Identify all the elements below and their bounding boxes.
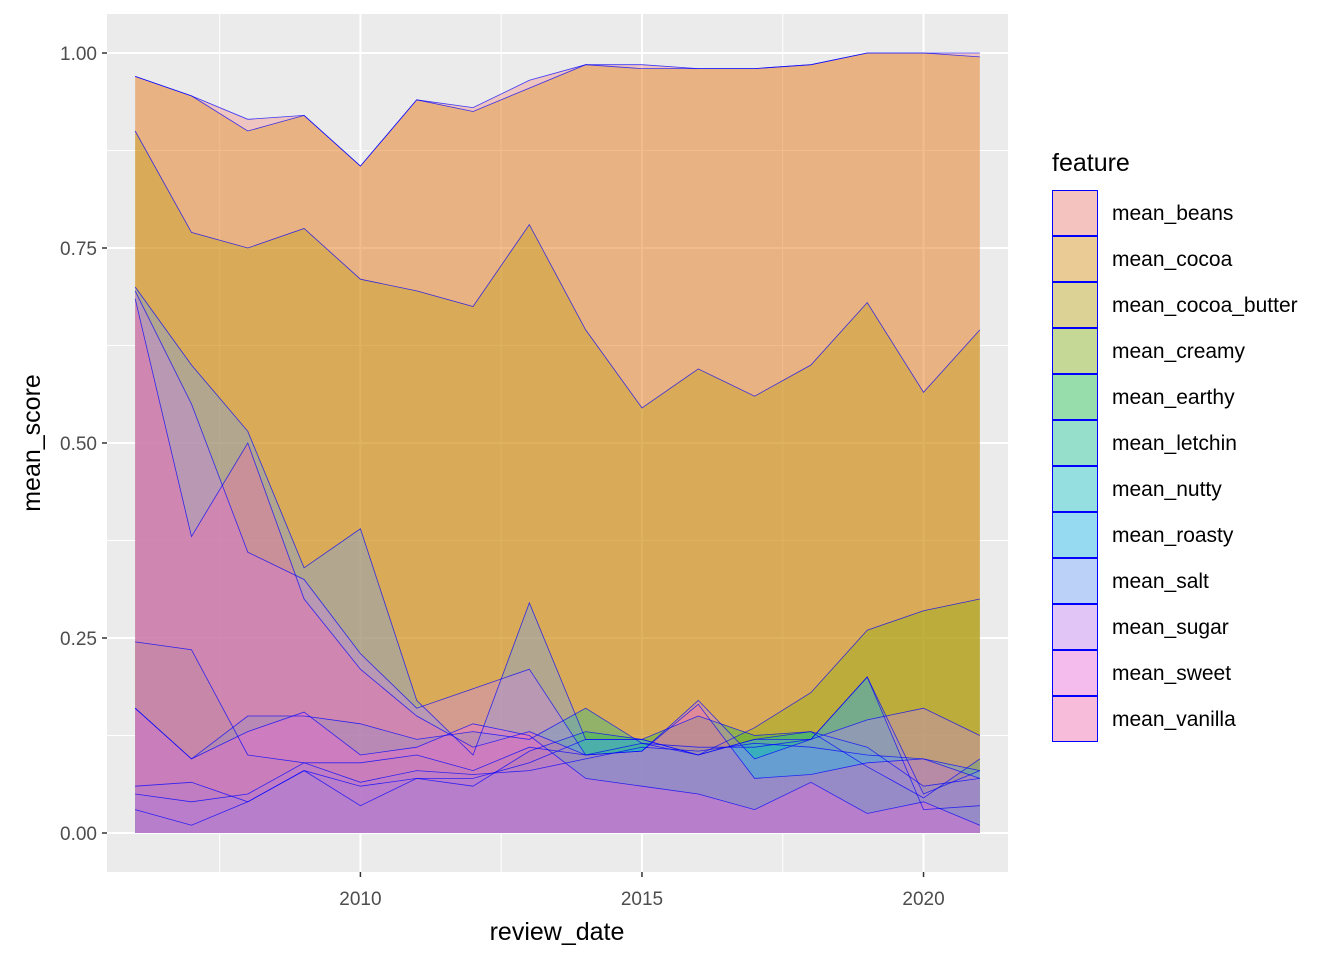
- y-tick-label: 1.00: [60, 44, 97, 65]
- legend-key-bg: [1052, 236, 1098, 282]
- legend-label-mean_sugar: mean_sugar: [1112, 616, 1229, 639]
- legend-key-mean_letchin: [1052, 420, 1098, 466]
- legend-key-bg: [1052, 328, 1098, 374]
- area-mean_cocoa_butter: [135, 131, 980, 833]
- legend-key-bg: [1052, 650, 1098, 696]
- area-mean_salt: [135, 287, 980, 833]
- legend-key-mean_beans: [1052, 190, 1098, 236]
- legend-label-mean_creamy: mean_creamy: [1112, 340, 1246, 363]
- outline-mean_roasty: [135, 742, 980, 803]
- x-tick-label: 2010: [339, 889, 381, 910]
- legend-key-mean_creamy: [1052, 328, 1098, 374]
- legend-key-mean_nutty: [1052, 466, 1098, 512]
- y-axis-title: mean_score: [18, 374, 46, 512]
- y-tick-label: 0.50: [60, 434, 97, 455]
- legend-label-mean_cocoa: mean_cocoa: [1112, 248, 1233, 271]
- legend-key-bg: [1052, 190, 1098, 236]
- legend-label-mean_salt: mean_salt: [1112, 570, 1209, 593]
- legend-key-mean_sweet: [1052, 650, 1098, 696]
- legend-key-bg: [1052, 466, 1098, 512]
- legend-label-mean_nutty: mean_nutty: [1112, 478, 1222, 501]
- x-tick-label: 2020: [902, 889, 944, 910]
- outline-mean_cocoa_butter: [134, 130, 981, 409]
- legend-label-mean_roasty: mean_roasty: [1112, 524, 1234, 547]
- area-mean_sweet: [135, 708, 980, 833]
- area-mean_creamy: [135, 599, 980, 833]
- legend-key-mean_vanilla: [1052, 696, 1098, 742]
- legend-key-mean_roasty: [1052, 512, 1098, 558]
- legend-key-bg: [1052, 696, 1098, 742]
- legend-label-mean_cocoa_butter: mean_cocoa_butter: [1112, 294, 1298, 317]
- area-mean_vanilla: [135, 298, 980, 833]
- y-tick-label: 0.25: [60, 629, 97, 650]
- area-mean_roasty: [135, 743, 980, 833]
- area-mean_nutty: [135, 731, 980, 833]
- legend-key-bg: [1052, 282, 1098, 328]
- area-mean_cocoa: [135, 53, 980, 833]
- legend-key-bg: [1052, 512, 1098, 558]
- area-mean_beans: [135, 53, 980, 833]
- area-mean_letchin: [135, 677, 980, 833]
- outline-mean_salt: [134, 286, 980, 795]
- legend-key-bg: [1052, 604, 1098, 650]
- y-tick-label: 0.75: [60, 239, 97, 260]
- outline-mean_vanilla: [134, 298, 980, 779]
- legend-label-mean_earthy: mean_earthy: [1112, 386, 1235, 409]
- legend-key-mean_salt: [1052, 558, 1098, 604]
- legend-key-bg: [1052, 558, 1098, 604]
- x-axis: 2010 2015 2020: [339, 872, 945, 910]
- legend-key-bg: [1052, 420, 1098, 466]
- area-mean_sugar: [135, 290, 980, 833]
- legend-label-mean_letchin: mean_letchin: [1112, 432, 1237, 455]
- area-outlines: [134, 52, 981, 826]
- legend-label-mean_sweet: mean_sweet: [1112, 662, 1231, 685]
- grid-major: [107, 14, 1008, 872]
- outline-mean_sugar: [134, 290, 981, 760]
- legend-key-mean_cocoa_butter: [1052, 282, 1098, 328]
- legend: feature mean_beans mean_cocoa mean_cocoa_b…: [1052, 149, 1298, 742]
- legend-key-mean_earthy: [1052, 374, 1098, 420]
- x-axis-title: review_date: [490, 918, 625, 946]
- outline-mean_cocoa: [135, 52, 980, 167]
- y-tick-label: 0.00: [60, 824, 97, 845]
- legend-key-mean_cocoa: [1052, 236, 1098, 282]
- legend-title: feature: [1052, 149, 1130, 177]
- x-tick-label: 2015: [621, 889, 663, 910]
- outline-mean_nutty: [135, 731, 980, 803]
- legend-label-mean_beans: mean_beans: [1112, 202, 1233, 225]
- area-layers: [135, 53, 980, 833]
- legend-label-mean_vanilla: mean_vanilla: [1112, 708, 1236, 731]
- legend-key-mean_sugar: [1052, 604, 1098, 650]
- y-axis: 0.00 0.25 0.50 0.75 1.00: [60, 44, 107, 845]
- legend-key-bg: [1052, 374, 1098, 420]
- outline-mean_sweet: [134, 707, 980, 826]
